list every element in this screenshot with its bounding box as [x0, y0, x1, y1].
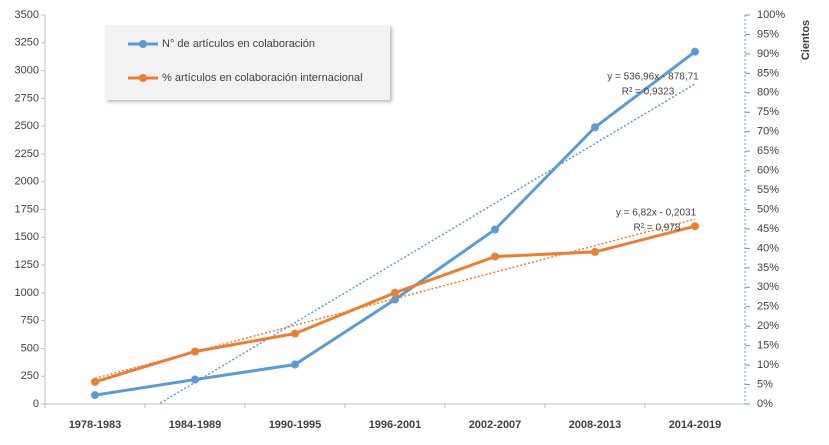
y-tick-label: 3250	[15, 37, 39, 49]
x-tick-label: 2002-2007	[469, 419, 522, 431]
y2-tick-label: 50%	[757, 203, 779, 215]
y2-tick-label: 90%	[757, 48, 779, 60]
y-tick-label: 500	[21, 342, 39, 354]
data-point	[491, 252, 499, 261]
y2-tick-label: 85%	[757, 67, 779, 79]
trendline	[157, 83, 696, 404]
data-point	[191, 347, 199, 356]
data-point	[391, 288, 399, 297]
y2-tick-label: 0%	[757, 398, 773, 410]
y-tick-label: 1500	[15, 231, 39, 243]
legend: N° de artículos en colaboración % artícul…	[105, 25, 390, 100]
y-tick-label: 1250	[15, 259, 39, 271]
x-tick-label: 1996-2001	[369, 419, 422, 431]
data-point	[591, 247, 599, 256]
y-tick-label: 1000	[15, 287, 39, 299]
y-tick-label: 3500	[15, 9, 39, 21]
y2-tick-label: 60%	[757, 165, 779, 177]
series-line	[94, 50, 696, 397]
x-tick-label: 1978-1983	[69, 419, 122, 431]
y2-tick-label: 100%	[757, 9, 785, 21]
y2-tick-label: 20%	[757, 320, 779, 332]
data-point	[91, 391, 99, 400]
x-tick-label: 1990-1995	[269, 419, 322, 431]
data-point	[691, 222, 699, 231]
data-point	[691, 47, 699, 56]
y2-axis-title: Cientos	[800, 20, 812, 60]
y2-tick-label: 5%	[757, 378, 773, 390]
trend-r-squared: R² = 0,978	[634, 223, 681, 234]
y2-tick-label: 70%	[757, 126, 779, 138]
x-tick-label: 1984-1989	[169, 419, 222, 431]
y2-tick-label: 10%	[757, 359, 779, 371]
y2-tick-label: 65%	[757, 145, 779, 157]
y-tick-label: 2500	[15, 120, 39, 132]
y-tick-label: 3000	[15, 64, 39, 76]
y-tick-label: 2000	[15, 176, 39, 188]
trend-equation: y = 6,82x - 0,2031	[616, 208, 697, 219]
legend-label: N° de artículos en colaboración	[162, 38, 315, 50]
y-tick-label: 0	[33, 398, 39, 410]
legend-marker	[139, 40, 147, 48]
y2-tick-label: 15%	[757, 340, 779, 352]
data-point	[291, 329, 299, 338]
y2-tick-label: 30%	[757, 281, 779, 293]
y2-tick-label: 75%	[757, 106, 779, 118]
legend-label: % artículos en colaboración internaciona…	[162, 72, 363, 84]
y-tick-label: 1750	[15, 203, 39, 215]
trendline	[94, 218, 696, 379]
y2-tick-label: 55%	[757, 184, 779, 196]
trend-equation: y = 536,96x - 878,71	[607, 72, 699, 83]
trend-r-squared: R² = 0,9323	[622, 87, 675, 98]
data-point	[291, 360, 299, 369]
x-tick-label: 2014-2019	[669, 419, 722, 431]
y2-tick-label: 25%	[757, 301, 779, 313]
series-line	[94, 224, 696, 384]
data-point	[591, 123, 599, 132]
y2-tick-label: 95%	[757, 28, 779, 40]
y2-tick-label: 80%	[757, 87, 779, 99]
y2-tick-label: 45%	[757, 223, 779, 235]
data-point	[491, 225, 499, 234]
data-point	[191, 375, 199, 384]
y-tick-label: 2750	[15, 92, 39, 104]
x-tick-label: 2008-2013	[569, 419, 622, 431]
y-tick-label: 750	[21, 315, 39, 327]
legend-box	[105, 25, 390, 100]
y2-tick-label: 40%	[757, 242, 779, 254]
y2-tick-label: 35%	[757, 262, 779, 274]
y-tick-label: 2250	[15, 148, 39, 160]
legend-marker	[139, 74, 147, 82]
y-tick-label: 250	[21, 370, 39, 382]
data-point	[91, 377, 99, 386]
